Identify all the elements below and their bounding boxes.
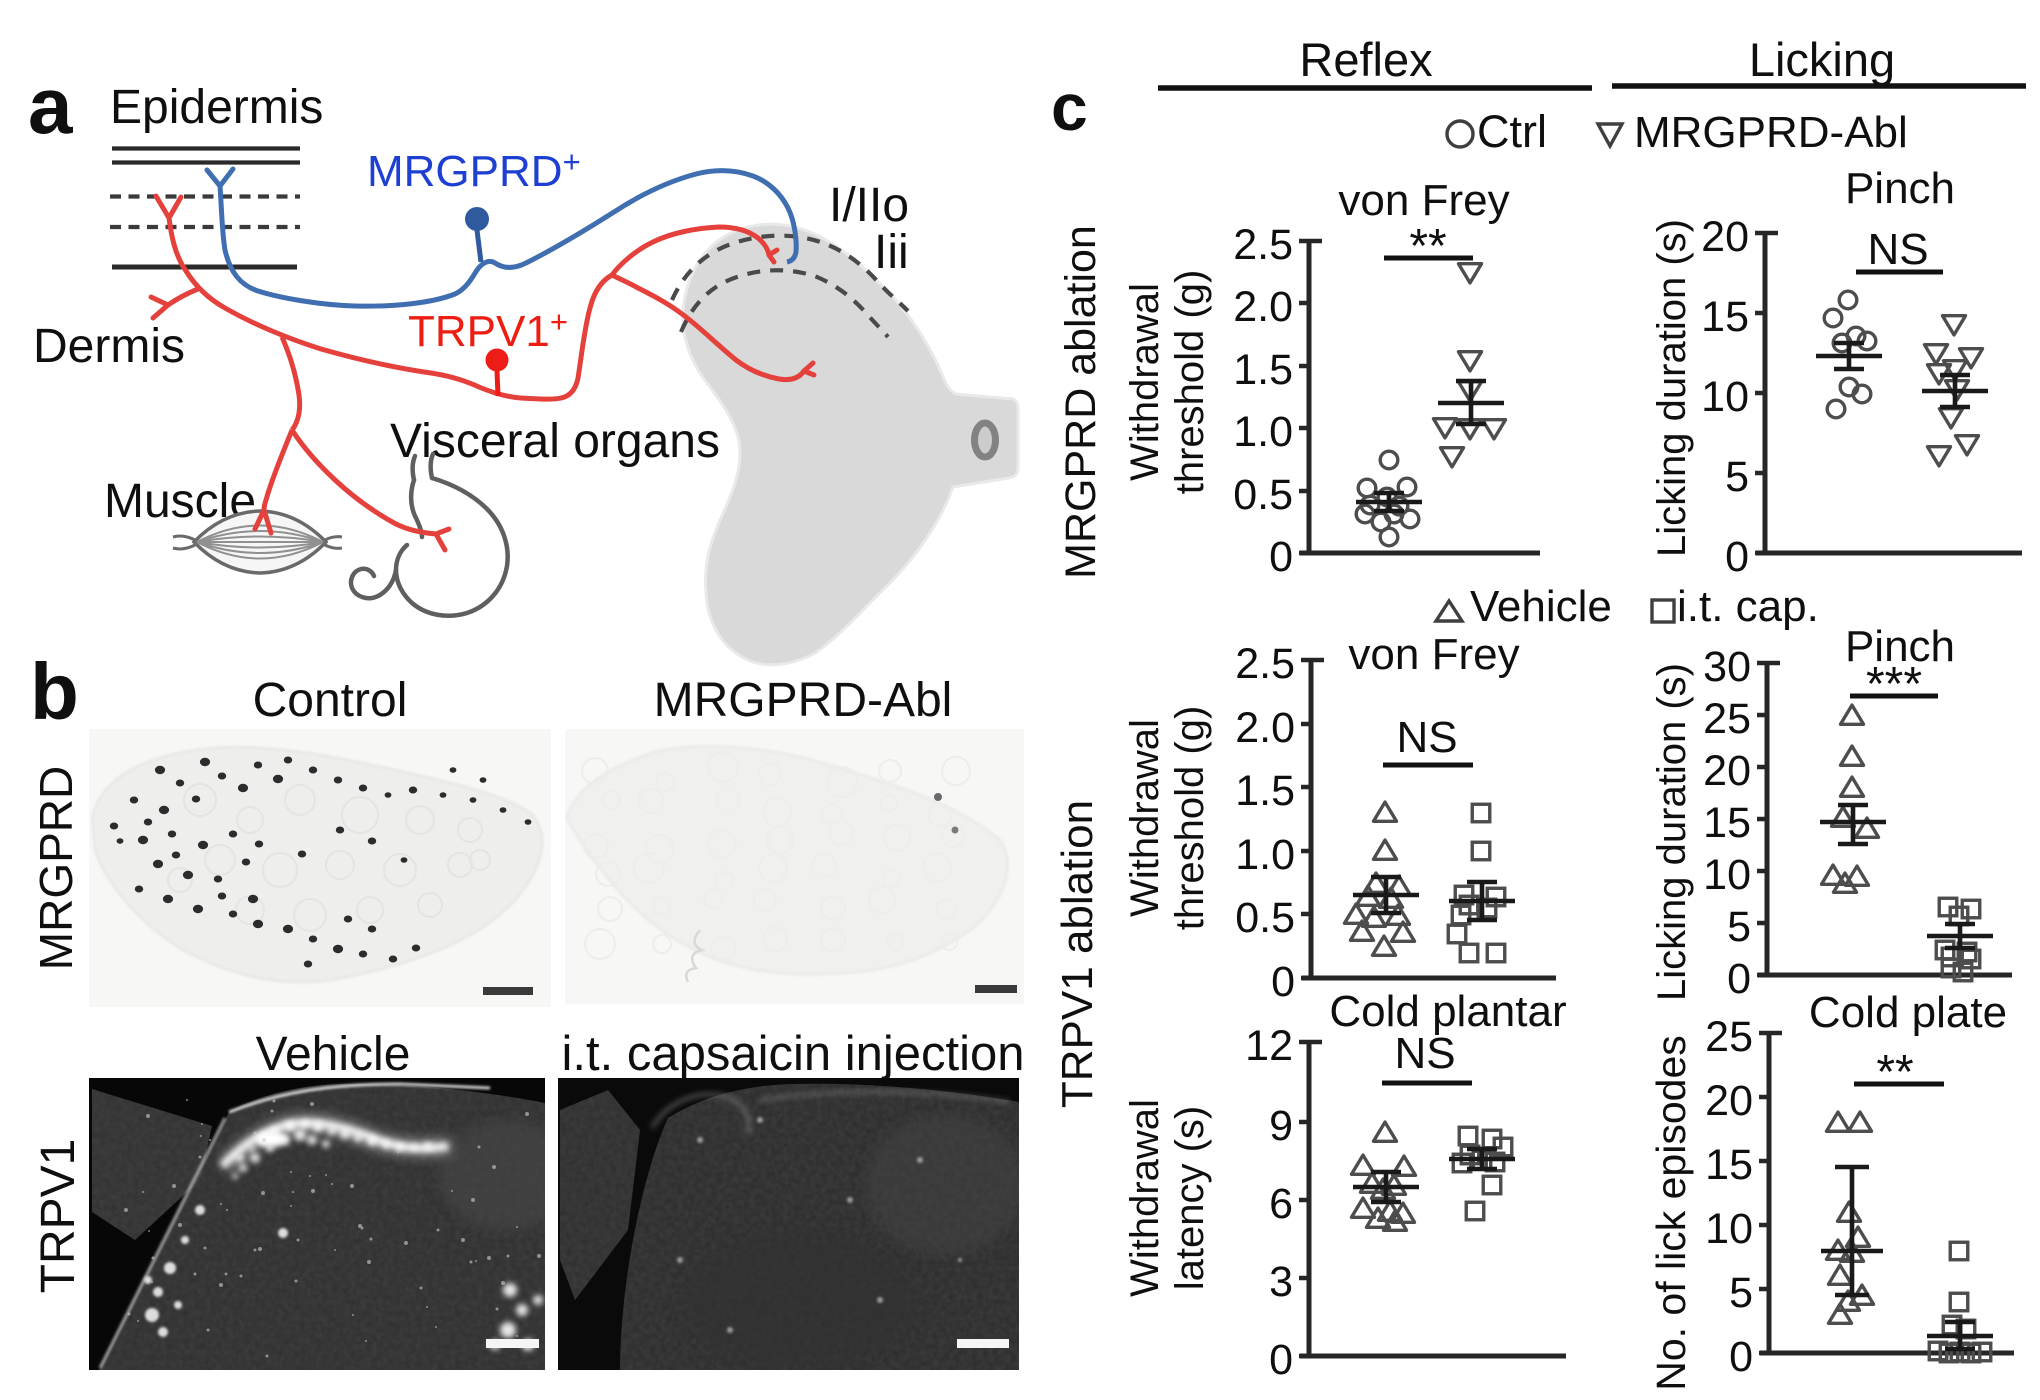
svg-text:threshold (g): threshold (g) — [1168, 706, 1212, 931]
svg-text:Dermis: Dermis — [33, 320, 185, 373]
svg-text:15: 15 — [1701, 293, 1749, 341]
svg-text:MRGPRD-Abl: MRGPRD-Abl — [654, 674, 953, 727]
svg-text:0: 0 — [1729, 1333, 1753, 1381]
svg-text:6: 6 — [1269, 1180, 1293, 1228]
svg-text:Visceral organs: Visceral organs — [390, 415, 720, 468]
svg-text:I/IIo: I/IIo — [829, 179, 909, 232]
svg-text:Licking: Licking — [1749, 33, 1895, 86]
svg-text:15: 15 — [1703, 799, 1751, 847]
svg-text:0: 0 — [1727, 955, 1751, 1003]
svg-text:b: b — [30, 647, 79, 736]
svg-text:Vehicle: Vehicle — [1470, 582, 1612, 631]
svg-text:0: 0 — [1271, 958, 1295, 1006]
svg-text:10: 10 — [1705, 1205, 1753, 1253]
svg-text:20: 20 — [1705, 1077, 1753, 1125]
svg-text:NS: NS — [1396, 713, 1457, 762]
svg-text:30: 30 — [1703, 643, 1751, 691]
svg-text:Withdrawal: Withdrawal — [1123, 283, 1167, 481]
svg-text:2.5: 2.5 — [1235, 640, 1295, 688]
svg-text:Cold plantar: Cold plantar — [1329, 987, 1566, 1036]
svg-text:1.0: 1.0 — [1235, 831, 1295, 879]
svg-text:Vehicle: Vehicle — [256, 1028, 411, 1081]
svg-text:NS: NS — [1867, 225, 1928, 274]
svg-text:MRGPRD+: MRGPRD+ — [367, 144, 581, 196]
svg-text:Licking duration (s): Licking duration (s) — [1650, 663, 1694, 1001]
svg-text:TRPV1 ablation: TRPV1 ablation — [1053, 800, 1102, 1108]
svg-text:Withdrawal: Withdrawal — [1123, 719, 1167, 917]
svg-text:i.t. capsaicin injection: i.t. capsaicin injection — [561, 1027, 1024, 1081]
svg-text:Control: Control — [253, 674, 408, 727]
svg-text:**: ** — [1409, 220, 1446, 273]
svg-text:5: 5 — [1725, 453, 1749, 501]
svg-text:12: 12 — [1245, 1022, 1293, 1070]
svg-text:Pinch: Pinch — [1845, 622, 1955, 671]
svg-text:Pinch: Pinch — [1845, 164, 1955, 213]
svg-text:Cold plate: Cold plate — [1809, 988, 2007, 1037]
svg-text:10: 10 — [1703, 851, 1751, 899]
svg-text:***: *** — [1866, 658, 1922, 711]
svg-text:0: 0 — [1269, 1336, 1293, 1384]
svg-text:NS: NS — [1394, 1029, 1455, 1078]
svg-text:MRGPRD: MRGPRD — [30, 766, 82, 970]
svg-text:9: 9 — [1269, 1102, 1293, 1150]
svg-text:**: ** — [1876, 1046, 1913, 1099]
svg-text:2.0: 2.0 — [1233, 283, 1293, 331]
svg-text:Iii: Iii — [874, 226, 909, 279]
svg-text:2.0: 2.0 — [1235, 704, 1295, 752]
svg-text:threshold (g): threshold (g) — [1168, 270, 1212, 495]
svg-text:c: c — [1051, 70, 1088, 144]
svg-text:0: 0 — [1725, 533, 1749, 581]
svg-text:MRGPRD ablation: MRGPRD ablation — [1057, 225, 1105, 579]
svg-text:von Frey: von Frey — [1338, 176, 1509, 225]
svg-text:25: 25 — [1703, 695, 1751, 743]
svg-text:1.0: 1.0 — [1233, 408, 1293, 456]
svg-text:5: 5 — [1729, 1269, 1753, 1317]
svg-text:Licking duration (s): Licking duration (s) — [1650, 219, 1694, 557]
svg-text:2.5: 2.5 — [1233, 221, 1293, 269]
svg-text:0: 0 — [1269, 533, 1293, 581]
svg-text:10: 10 — [1701, 373, 1749, 421]
svg-text:MRGPRD-Abl: MRGPRD-Abl — [1634, 108, 1908, 157]
svg-text:Withdrawal: Withdrawal — [1123, 1099, 1167, 1297]
svg-text:1.5: 1.5 — [1233, 346, 1293, 394]
svg-text:i.t. cap.: i.t. cap. — [1677, 582, 1819, 631]
svg-text:0.5: 0.5 — [1233, 471, 1293, 519]
svg-text:20: 20 — [1703, 747, 1751, 795]
svg-text:1.5: 1.5 — [1235, 767, 1295, 815]
svg-text:Ctrl: Ctrl — [1477, 106, 1547, 157]
svg-text:15: 15 — [1705, 1141, 1753, 1189]
svg-text:3: 3 — [1269, 1258, 1293, 1306]
svg-text:TRPV1+: TRPV1+ — [408, 304, 568, 356]
svg-text:0.5: 0.5 — [1235, 894, 1295, 942]
svg-text:TRPV1: TRPV1 — [32, 1139, 85, 1294]
svg-text:20: 20 — [1701, 213, 1749, 261]
svg-text:Epidermis: Epidermis — [110, 81, 323, 134]
svg-text:No. of lick episodes: No. of lick episodes — [1648, 1035, 1694, 1391]
svg-text:latency (s): latency (s) — [1168, 1106, 1212, 1291]
svg-text:5: 5 — [1727, 903, 1751, 951]
svg-text:Reflex: Reflex — [1299, 33, 1432, 86]
svg-text:a: a — [28, 61, 73, 150]
svg-text:25: 25 — [1705, 1013, 1753, 1061]
svg-text:von Frey: von Frey — [1348, 630, 1519, 679]
